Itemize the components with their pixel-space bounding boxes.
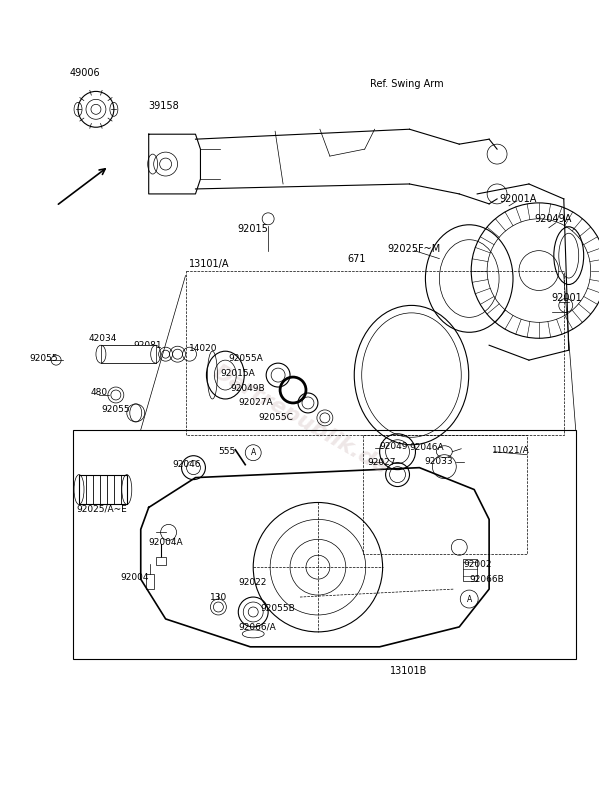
- Text: 555: 555: [218, 447, 236, 456]
- Text: 92055B: 92055B: [260, 604, 295, 614]
- Text: 480: 480: [91, 389, 108, 397]
- Text: 14020: 14020: [188, 344, 217, 352]
- Bar: [79, 475, 127, 505]
- Bar: [463, 559, 477, 581]
- Text: 92081: 92081: [134, 341, 163, 350]
- Text: 92055: 92055: [101, 405, 130, 414]
- Bar: [101, 345, 155, 363]
- Text: 92025F~M: 92025F~M: [388, 243, 441, 254]
- Text: Ref. Swing Arm: Ref. Swing Arm: [370, 79, 443, 89]
- Text: 92049: 92049: [380, 442, 408, 451]
- Bar: [146, 574, 154, 589]
- Bar: [185, 271, 564, 435]
- Text: 92027: 92027: [368, 458, 396, 467]
- Text: Dartrepublik.de: Dartrepublik.de: [209, 362, 391, 478]
- Text: 92046A: 92046A: [409, 444, 444, 452]
- Text: 13101/A: 13101/A: [188, 258, 229, 268]
- Text: A: A: [251, 448, 256, 457]
- Text: 92055C: 92055C: [258, 414, 293, 422]
- Text: 92004: 92004: [121, 572, 149, 582]
- Text: 11021/A: 11021/A: [492, 445, 530, 455]
- Text: 92001A: 92001A: [499, 194, 536, 204]
- Bar: [73, 430, 576, 659]
- Text: 92025/A~E: 92025/A~E: [76, 505, 127, 514]
- Text: 92015A: 92015A: [220, 369, 255, 378]
- Text: 42034: 42034: [89, 334, 118, 343]
- Text: 92066B: 92066B: [469, 575, 504, 583]
- Text: 92002: 92002: [463, 560, 492, 568]
- Text: 92004A: 92004A: [149, 538, 184, 547]
- Text: 92049A: 92049A: [534, 214, 571, 224]
- Text: 92026: 92026: [106, 349, 134, 358]
- Text: A: A: [467, 594, 472, 604]
- Text: 92066/A: 92066/A: [238, 623, 276, 631]
- Text: 130: 130: [211, 593, 227, 601]
- Bar: [363, 435, 527, 554]
- Text: 92001: 92001: [552, 294, 583, 304]
- Text: 39158: 39158: [149, 101, 179, 111]
- Text: 92033: 92033: [424, 457, 453, 466]
- Text: 92015: 92015: [237, 224, 268, 234]
- Text: 49006: 49006: [69, 68, 100, 79]
- Text: 92046: 92046: [173, 460, 201, 469]
- Text: 671: 671: [348, 254, 366, 264]
- Text: 92049B: 92049B: [230, 384, 265, 392]
- Bar: [155, 557, 166, 565]
- Text: 92055A: 92055A: [229, 354, 263, 363]
- Text: 92022: 92022: [238, 578, 266, 586]
- Text: 92055: 92055: [29, 354, 58, 363]
- Text: 13101B: 13101B: [389, 666, 427, 676]
- Text: 92027A: 92027A: [238, 399, 273, 407]
